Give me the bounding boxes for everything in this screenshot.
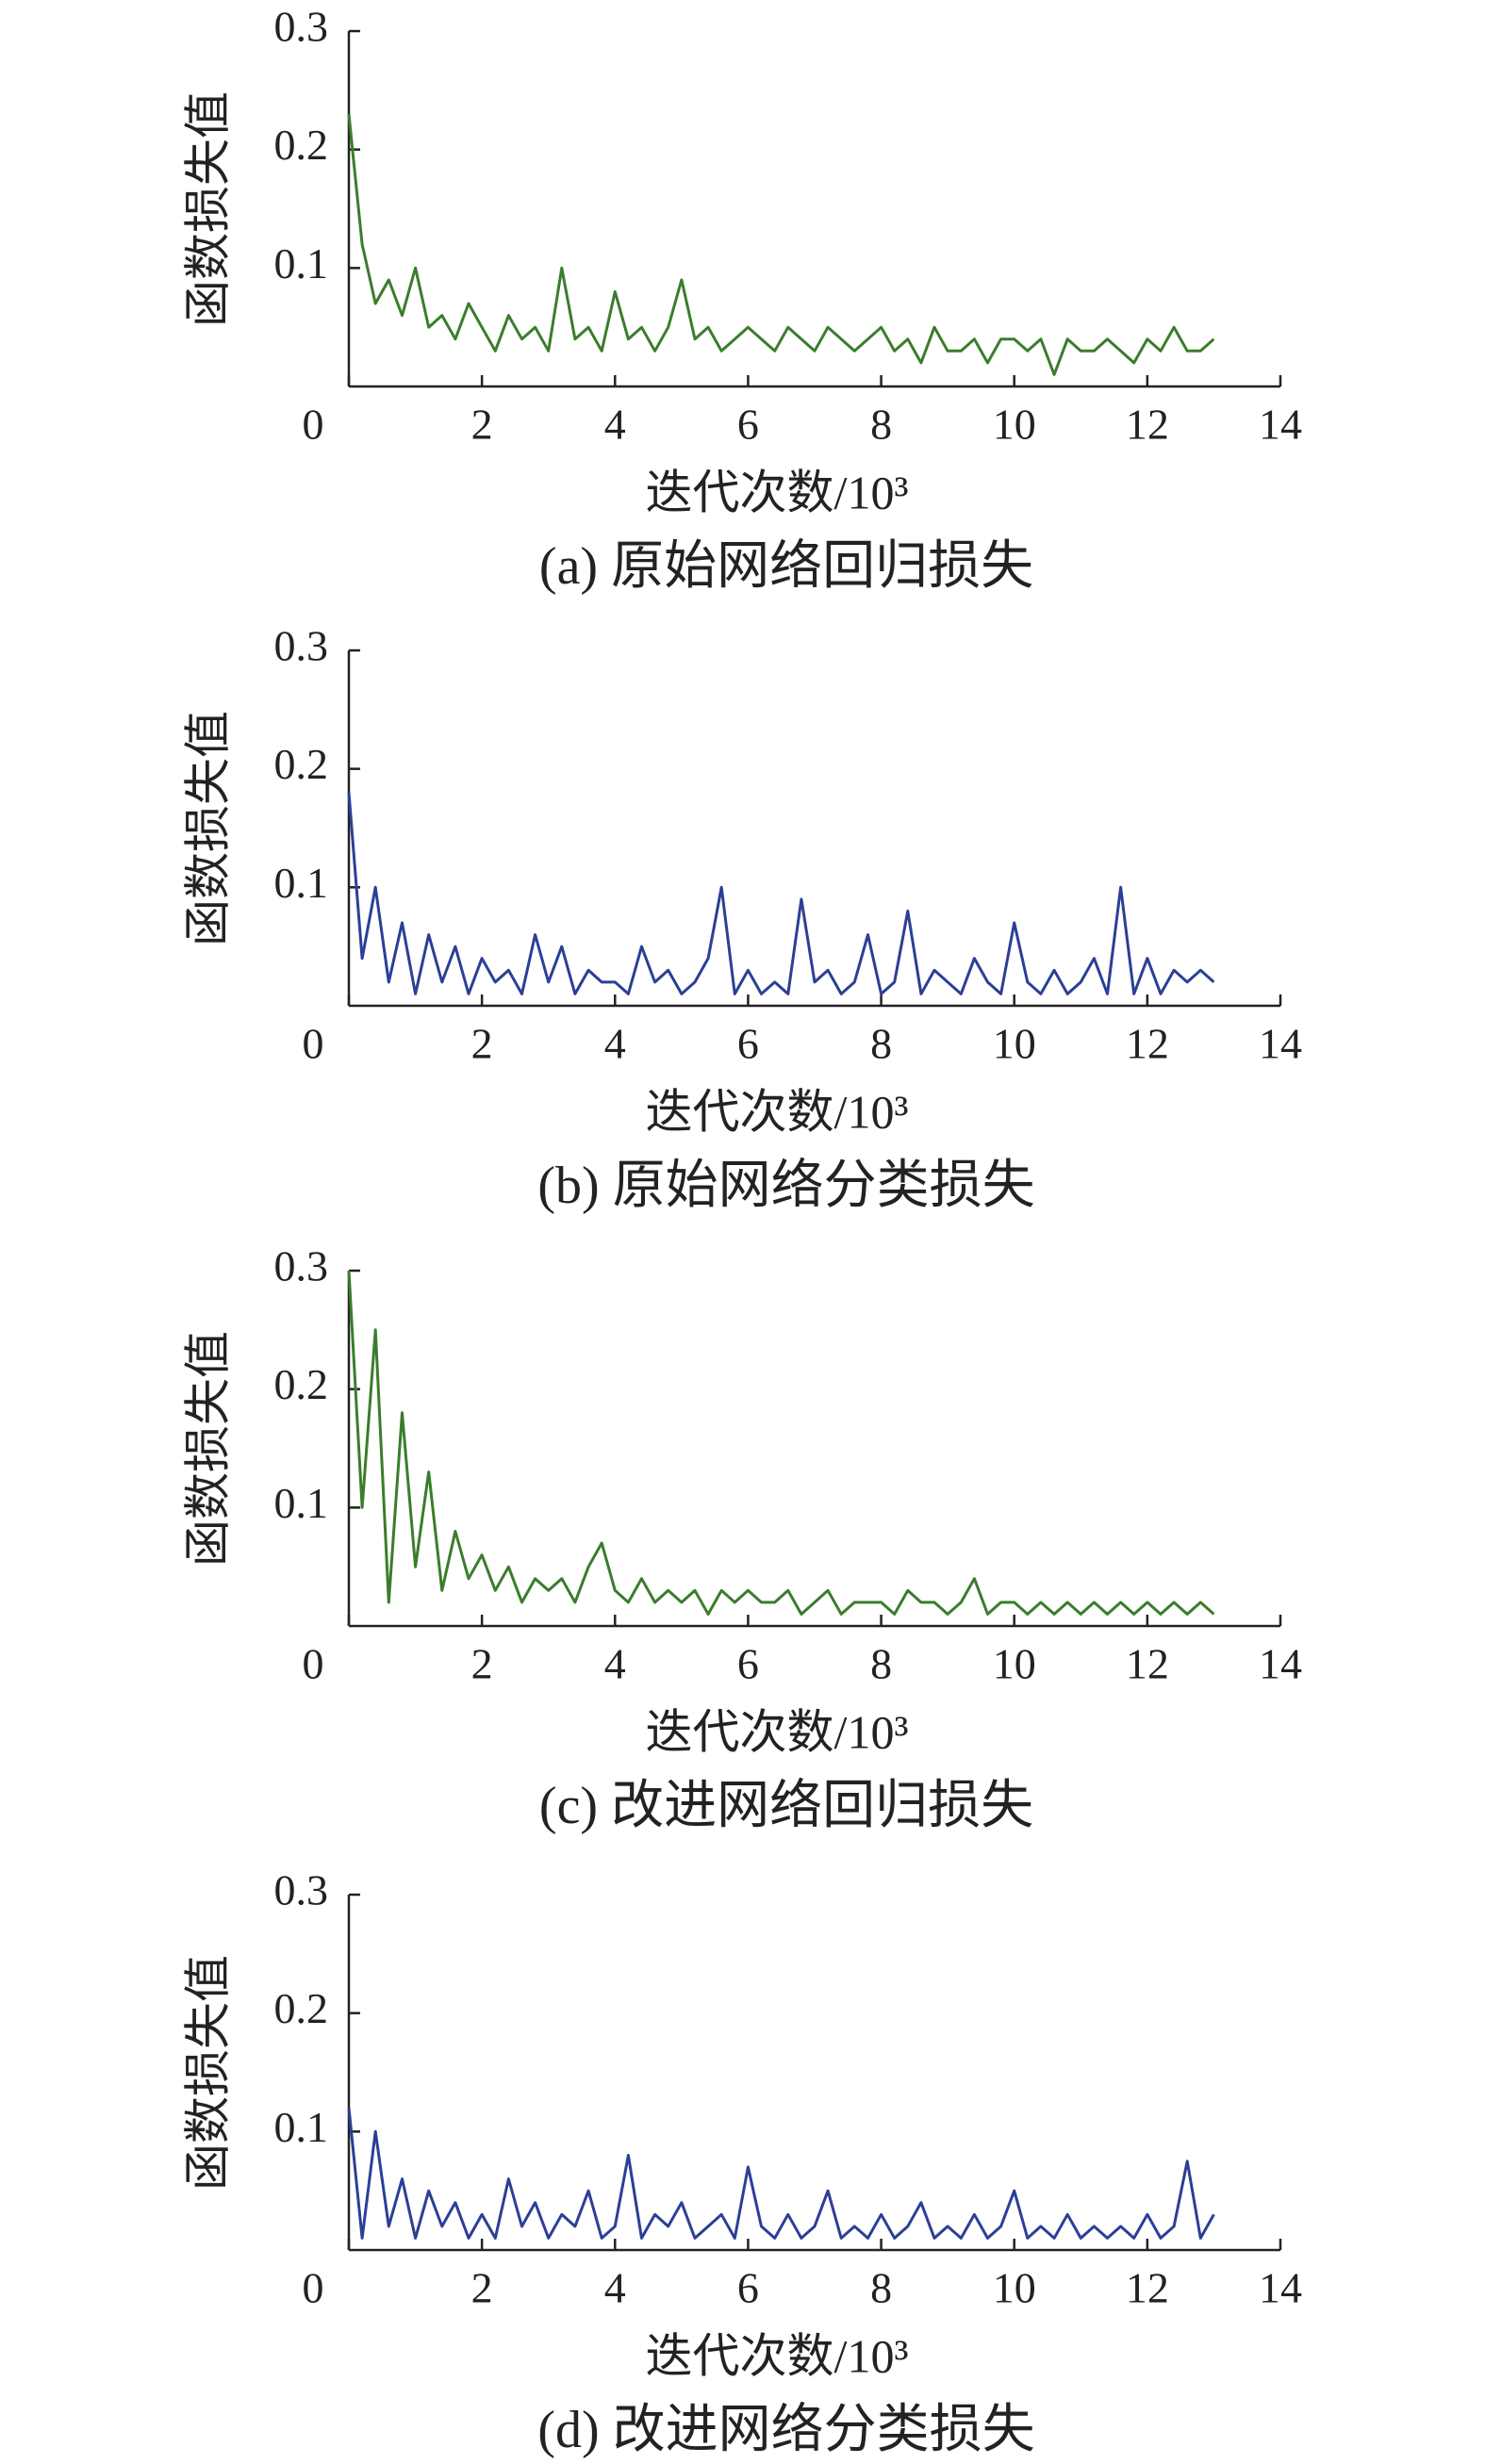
x-axis-title: 迭代次数/10³ (646, 1085, 909, 1138)
chart-title: (d) 改进网络分类损失 (537, 2401, 1034, 2459)
x-tick-label: 12 (1126, 401, 1169, 449)
x-tick-label: 8 (870, 2264, 892, 2312)
x-tick-label: 6 (737, 401, 759, 449)
y-tick-label: 0.1 (274, 859, 329, 907)
data-line (347, 1270, 1215, 1616)
x-axis-title: 迭代次数/10³ (646, 2329, 909, 2382)
y-axis-title: 函数损失值 (181, 1955, 234, 2191)
chart-title: (b) 原始网络分类损失 (537, 1157, 1034, 1215)
chart-title: (a) 原始网络回归损失 (539, 537, 1033, 596)
x-tick-label: 14 (1259, 401, 1302, 449)
y-tick-label: 0.2 (274, 1984, 329, 2032)
x-tick-label: 12 (1126, 1020, 1169, 1068)
x-tick-label: 14 (1259, 1020, 1302, 1068)
x-tick-label: 10 (993, 1640, 1036, 1688)
y-tick-label: 0.1 (274, 2103, 329, 2151)
x-tick-label: 4 (604, 2264, 626, 2312)
y-axis-title: 函数损失值 (181, 1331, 234, 1567)
y-axis-title: 函数损失值 (181, 711, 234, 946)
x-tick-label: 12 (1126, 2264, 1169, 2312)
y-axis-title: 函数损失值 (181, 91, 234, 327)
data-line (347, 2108, 1215, 2240)
y-tick-label: 0.1 (274, 1479, 329, 1527)
x-tick-label: 10 (993, 2264, 1036, 2312)
x-tick-label: 6 (737, 1640, 759, 1688)
x-tick-label: 4 (604, 1640, 626, 1688)
data-line (347, 113, 1215, 376)
x-tick-label: 12 (1126, 1640, 1169, 1688)
y-tick-label: 0.3 (274, 1866, 329, 1914)
x-tick-label: 8 (870, 1640, 892, 1688)
x-tick-label: 4 (604, 1020, 626, 1068)
x-tick-label: 6 (737, 2264, 759, 2312)
data-line (347, 792, 1215, 995)
x-tick-label: 14 (1259, 2264, 1302, 2312)
y-tick-label: 0.2 (274, 1360, 329, 1408)
x-tick-label: 14 (1259, 1640, 1302, 1688)
x-tick-label: 10 (993, 401, 1036, 449)
y-tick-label: 0.2 (274, 740, 329, 788)
y-tick-label: 0.2 (274, 121, 329, 169)
y-tick-label: 0.3 (274, 1242, 329, 1290)
x-axis-title: 迭代次数/10³ (646, 1705, 909, 1758)
x-tick-label: 6 (737, 1020, 759, 1068)
x-tick-label: 2 (471, 2264, 493, 2312)
chart-title: (c) 改进网络回归损失 (539, 1777, 1033, 1835)
x-tick-label: 2 (471, 1020, 493, 1068)
x-axis-title: 迭代次数/10³ (646, 466, 909, 518)
x-tick-label: 0 (303, 401, 324, 449)
y-tick-label: 0.1 (274, 239, 329, 287)
x-tick-label: 8 (870, 401, 892, 449)
x-tick-label: 2 (471, 401, 493, 449)
x-tick-label: 0 (303, 1020, 324, 1068)
x-tick-label: 8 (870, 1020, 892, 1068)
x-tick-label: 2 (471, 1640, 493, 1688)
x-tick-label: 0 (303, 2264, 324, 2312)
x-tick-label: 0 (303, 1640, 324, 1688)
y-tick-label: 0.3 (274, 3, 329, 51)
y-tick-label: 0.3 (274, 622, 329, 670)
x-tick-label: 10 (993, 1020, 1036, 1068)
x-tick-label: 4 (604, 401, 626, 449)
